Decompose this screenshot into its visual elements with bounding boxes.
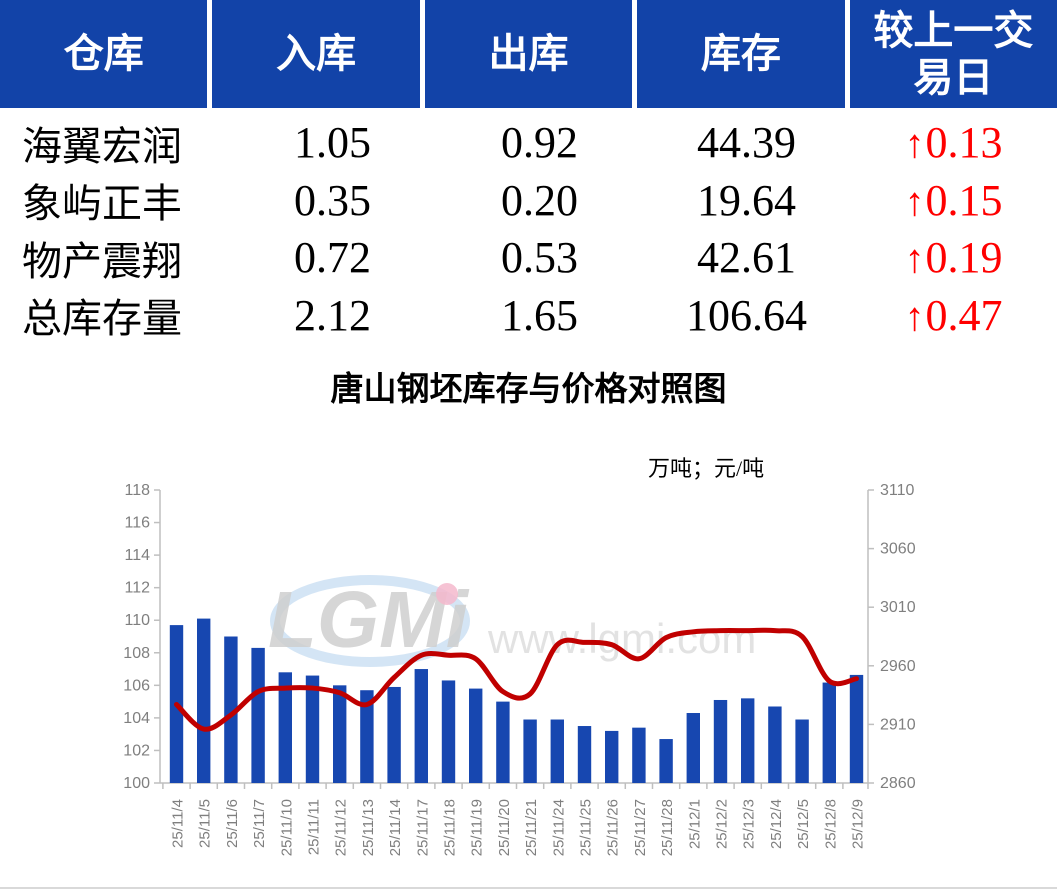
header-inbound: 入库 xyxy=(207,0,419,108)
change-amount: 0.19 xyxy=(925,233,1003,283)
outbound-value: 0.92 xyxy=(501,118,578,168)
header-stock: 库存 xyxy=(632,0,844,108)
svg-text:25/11/21: 25/11/21 xyxy=(523,799,540,856)
up-arrow-icon: ↑ xyxy=(904,178,925,224)
svg-text:25/12/1: 25/12/1 xyxy=(686,799,703,849)
lgmi-watermark: LGMi www.lgmi.com xyxy=(268,575,756,667)
svg-text:3010: 3010 xyxy=(880,599,916,616)
watermark-url: www.lgmi.com xyxy=(487,615,756,662)
change-value: ↑0.19 xyxy=(850,232,1057,283)
inbound-value: 2.12 xyxy=(294,290,371,340)
warehouse-name: 象屿正丰 xyxy=(22,181,182,227)
header-change: 较上一交易日 xyxy=(844,0,1057,108)
stock-value: 106.64 xyxy=(686,290,807,340)
chart-title: 唐山钢坯库存与价格对照图 xyxy=(330,372,727,408)
svg-text:102: 102 xyxy=(123,742,150,759)
up-arrow-icon: ↑ xyxy=(904,121,925,167)
x-axis: 25/11/4 25/11/5 25/11/6 25/11/7 25/11/10 25/1… xyxy=(160,782,869,856)
up-arrow-icon: ↑ xyxy=(904,293,925,339)
price-line xyxy=(174,627,859,732)
svg-text:25/11/20: 25/11/20 xyxy=(496,799,513,856)
header-outbound: 出库 xyxy=(419,0,632,108)
svg-text:25/11/28: 25/11/28 xyxy=(659,799,676,856)
change-value: ↑0.47 xyxy=(850,290,1057,341)
svg-text:106: 106 xyxy=(123,677,150,694)
inventory-table: 仓库 入库 出库 库存 较上一交易日 海翼宏润 1.05 0.92 44.39 … xyxy=(0,0,1057,344)
svg-text:100: 100 xyxy=(123,775,150,792)
svg-text:25/11/6: 25/11/6 xyxy=(224,799,241,848)
left-axis: 100 102 104 106 108 110 112 114 116 118 xyxy=(123,482,161,792)
change-value: ↑0.15 xyxy=(850,175,1057,226)
svg-text:25/12/5: 25/12/5 xyxy=(795,799,812,849)
table-row: 象屿正丰 0.35 0.20 19.64 ↑0.15 xyxy=(0,172,1057,230)
header-warehouse: 仓库 xyxy=(63,31,144,77)
outbound-value: 0.53 xyxy=(501,233,578,283)
svg-text:25/11/25: 25/11/25 xyxy=(578,799,595,856)
svg-text:25/11/24: 25/11/24 xyxy=(550,799,567,856)
change-amount: 0.15 xyxy=(925,175,1003,225)
svg-text:25/11/11: 25/11/11 xyxy=(306,799,323,855)
svg-text:25/11/19: 25/11/19 xyxy=(469,799,486,856)
inbound-value: 0.35 xyxy=(294,175,371,225)
svg-text:25/11/26: 25/11/26 xyxy=(605,799,622,856)
svg-text:3060: 3060 xyxy=(880,541,916,558)
svg-text:25/12/2: 25/12/2 xyxy=(714,799,731,849)
table-row: 海翼宏润 1.05 0.92 44.39 ↑0.13 xyxy=(0,114,1057,172)
svg-text:25/11/18: 25/11/18 xyxy=(442,799,459,856)
stock-value: 19.64 xyxy=(697,175,796,225)
svg-text:25/12/4: 25/12/4 xyxy=(768,799,785,849)
svg-text:25/11/5: 25/11/5 xyxy=(197,799,214,848)
change-amount: 0.13 xyxy=(925,118,1003,168)
warehouse-name: 物产震翔 xyxy=(22,238,182,284)
svg-text:LGMi: LGMi xyxy=(268,575,470,664)
change-value: ↑0.13 xyxy=(850,117,1057,168)
change-amount: 0.47 xyxy=(925,290,1003,340)
svg-text:25/11/27: 25/11/27 xyxy=(632,799,649,856)
svg-text:3110: 3110 xyxy=(880,482,915,499)
outbound-value: 1.65 xyxy=(501,290,578,340)
inbound-value: 0.72 xyxy=(294,233,371,283)
svg-text:2860: 2860 xyxy=(880,775,916,792)
stock-value: 44.39 xyxy=(697,118,796,168)
svg-text:2910: 2910 xyxy=(880,716,916,733)
svg-text:112: 112 xyxy=(124,580,150,597)
outbound-value: 0.20 xyxy=(501,175,578,225)
svg-text:25/11/4: 25/11/4 xyxy=(170,799,187,848)
warehouse-name: 总库存量 xyxy=(22,296,182,342)
chart-section: 唐山钢坯库存与价格对照图 万吨；元/吨 LGMi www.lgmi.com 100 1… xyxy=(0,345,1057,895)
warehouse-name: 海翼宏润 xyxy=(22,123,182,169)
inventory-bar-series xyxy=(169,618,864,783)
axis-units-label: 万吨；元/吨 xyxy=(648,456,765,481)
table-row: 物产震翔 0.72 0.53 42.61 ↑0.19 xyxy=(0,229,1057,287)
svg-text:25/11/17: 25/11/17 xyxy=(414,799,431,856)
svg-text:25/12/8: 25/12/8 xyxy=(822,799,839,849)
right-axis: 2860 2910 2960 3010 3060 3110 xyxy=(867,482,916,792)
svg-text:25/11/14: 25/11/14 xyxy=(387,799,404,856)
svg-text:104: 104 xyxy=(123,710,150,727)
table-body: 海翼宏润 1.05 0.92 44.39 ↑0.13 象屿正丰 0.35 0.2… xyxy=(0,114,1057,344)
up-arrow-icon: ↑ xyxy=(904,236,925,282)
svg-text:108: 108 xyxy=(123,645,150,662)
svg-text:114: 114 xyxy=(124,547,150,564)
svg-text:110: 110 xyxy=(124,612,150,629)
inbound-value: 1.05 xyxy=(294,118,371,168)
svg-text:2960: 2960 xyxy=(880,658,916,675)
svg-text:118: 118 xyxy=(124,482,150,499)
svg-text:25/11/7: 25/11/7 xyxy=(251,799,268,848)
svg-text:25/11/12: 25/11/12 xyxy=(333,799,350,856)
svg-text:116: 116 xyxy=(124,515,150,532)
table-header-row: 仓库 入库 出库 库存 较上一交易日 xyxy=(0,0,1057,108)
svg-text:25/11/13: 25/11/13 xyxy=(360,799,377,856)
inventory-price-chart: LGMi www.lgmi.com 100 102 104 106 108 110 112 114… xyxy=(0,482,1057,889)
svg-text:25/12/3: 25/12/3 xyxy=(741,799,758,849)
svg-text:25/12/9: 25/12/9 xyxy=(850,799,867,849)
svg-text:25/11/10: 25/11/10 xyxy=(278,799,295,856)
stock-value: 42.61 xyxy=(697,233,796,283)
table-row: 总库存量 2.12 1.65 106.64 ↑0.47 xyxy=(0,287,1057,345)
